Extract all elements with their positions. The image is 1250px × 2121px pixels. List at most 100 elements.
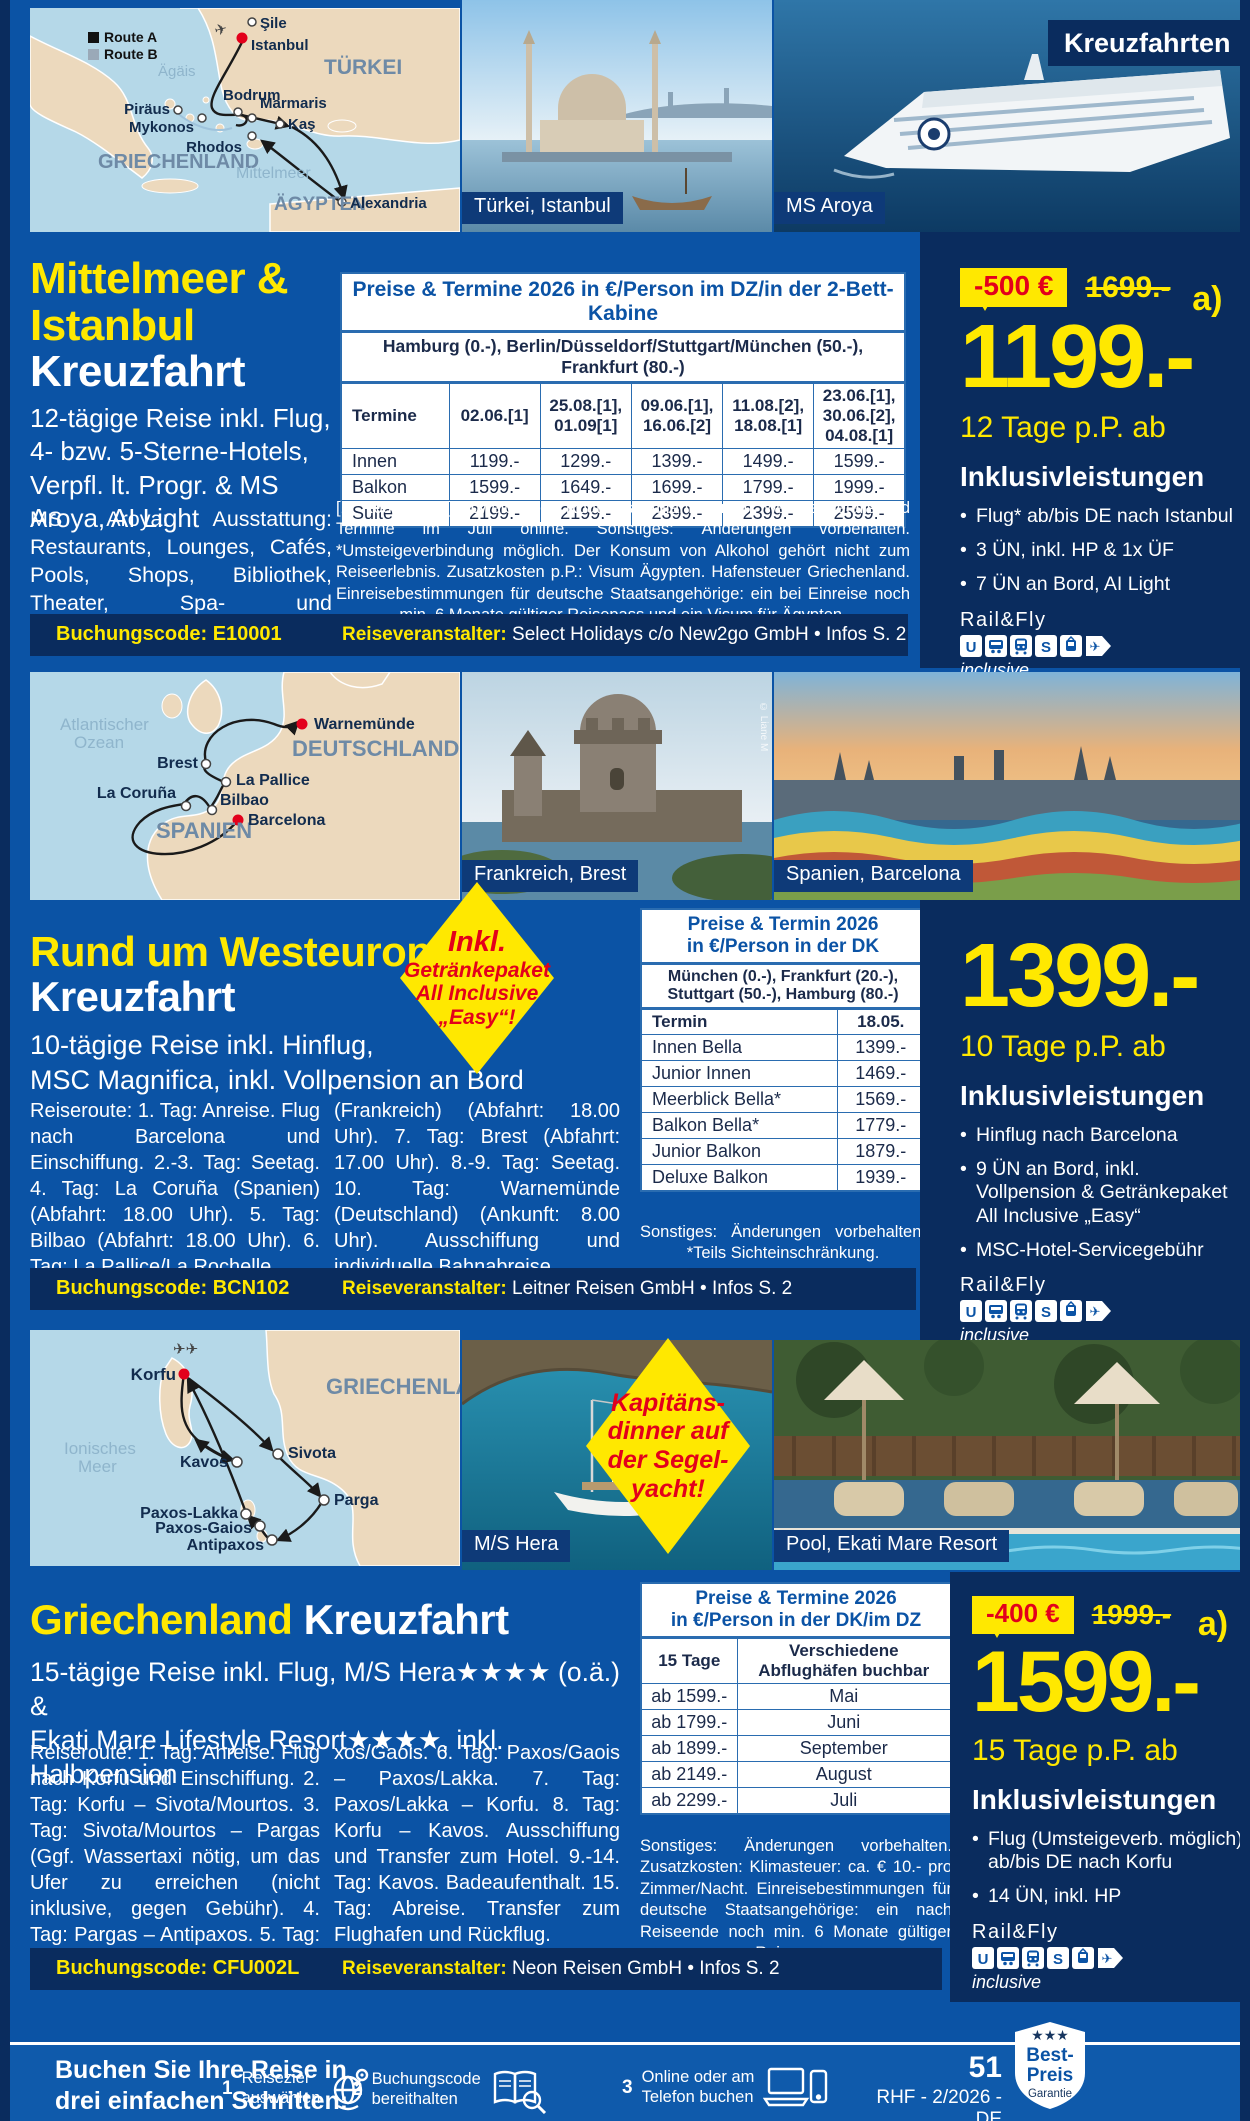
old-price: 1999.- xyxy=(1091,1599,1172,1630)
train-icon xyxy=(1010,1300,1032,1323)
col-header: 09.06.[1], 16.06.[2] xyxy=(630,382,724,449)
tour-operator: Reiseveranstalter: Select Holidays c/o N… xyxy=(342,624,907,645)
inclusive-list: Hinflug nach Barcelona 9 ÜN an Bord, ink… xyxy=(960,1124,1242,1263)
offer1-footnote: [1] Route A. [2] Abweichende Routen ja A… xyxy=(336,499,910,624)
best-price-badge: ★★★ Best- Preis Garantie xyxy=(1012,2020,1088,2117)
price-note: a) xyxy=(1192,280,1223,318)
photo-barcelona: Spanien, Barcelona xyxy=(774,672,1250,900)
footer-step-1: 1 Reiseziel auswählen xyxy=(222,2066,371,2112)
plane-icon: ✈✈ xyxy=(173,1341,198,1358)
map-label: Ägäis xyxy=(158,63,196,80)
offer3-title-rest: Kreuzfahrt xyxy=(303,1596,510,1643)
svg-text:S: S xyxy=(1041,1304,1051,1321)
burst-text: Getränkepaket All Inclusive „Easy“! xyxy=(404,958,550,1029)
photo-caption: M/S Hera xyxy=(462,1530,571,1562)
map-label: Piräus xyxy=(124,101,170,118)
col-header: Verschiedene Abflughäfen buchbar xyxy=(736,1637,952,1684)
legend-route-a-label: Route A xyxy=(104,29,157,45)
inclusive-note: inclusive xyxy=(972,1971,1042,1992)
offer3-price-table: Preise & Termine 2026 in €/Person in der… xyxy=(640,1582,952,1815)
table-row: Junior Innen 1469.- xyxy=(640,1060,926,1087)
drinks-package-burst: Inkl. Getränkepaket All Inclusive „Easy“… xyxy=(398,880,556,1076)
step-number: 3 xyxy=(622,2077,633,2098)
offer1-title-accent: Mittelmeer & Istanbul xyxy=(30,254,289,350)
tour-operator: Reiseveranstalter: Neon Reisen GmbH • In… xyxy=(342,1958,780,1979)
train-icon xyxy=(1010,634,1032,657)
map-label: Atlantischer xyxy=(60,715,149,734)
photo-pool-resort: Pool, Ekati Mare Resort xyxy=(774,1340,1250,1570)
map-label: DEUTSCHLAND xyxy=(292,736,459,761)
tram-icon xyxy=(1060,634,1082,657)
map-label: Mykonos xyxy=(129,119,194,136)
col-header: 15 Tage xyxy=(640,1637,738,1684)
offer2-booking-bar: Buchungscode: BCN102 Reiseveranstalter: … xyxy=(30,1268,916,1310)
ubahn-icon: U xyxy=(960,1300,982,1323)
table-title: Preise & Termine 2026 in €/Person in der… xyxy=(640,1582,952,1639)
bus-icon xyxy=(985,634,1007,657)
table-row: Deluxe Balkon 1939.- xyxy=(640,1164,926,1192)
badge-line2: Preis xyxy=(1027,2065,1073,2086)
table-row: ab 1799.- Juni xyxy=(640,1709,952,1736)
route-map-turkey: Route A Route B ✈ Şile Istanbul TÜRKEI Ä… xyxy=(30,8,460,232)
photo-caption: Pool, Ekati Mare Resort xyxy=(774,1530,1010,1562)
booking-code: Buchungscode: E10001 xyxy=(56,623,282,645)
table-title: Preise & Termin 2026 in €/Person in der … xyxy=(640,908,926,965)
ubahn-icon: U xyxy=(972,1946,994,1969)
offer1-title: Mittelmeer & Istanbul Kreuzfahrt xyxy=(30,254,350,397)
map-label: Paxos-Lakka xyxy=(140,1505,238,1522)
laptop-phone-icon xyxy=(763,2067,828,2107)
railfly-label: Rail&Fly xyxy=(972,1920,1059,1943)
page-edge-left xyxy=(0,0,10,2121)
map-label: Warnemünde xyxy=(314,716,415,733)
price: 1199.-a) xyxy=(960,280,1223,407)
offer3-title: Griechenland Kreuzfahrt xyxy=(30,1596,630,1643)
table-row: ab 2299.- Juli xyxy=(640,1787,952,1815)
map-label: Ozean xyxy=(74,733,124,752)
map-label: Mittelmeer xyxy=(236,165,311,182)
map-label: Marmaris xyxy=(260,95,327,112)
offer2-route-col1: Reiseroute: 1. Tag: Anreise. Flug nach B… xyxy=(30,1100,320,1278)
legend-route-b-label: Route B xyxy=(104,46,158,62)
offer1-booking-bar: Buchungscode: E10001 Reiseveranstalter: … xyxy=(30,614,908,656)
badge-stars: ★★★ xyxy=(1031,2027,1069,2043)
col-header: 02.06.[1] xyxy=(448,382,541,449)
photo-caption: Frankreich, Brest xyxy=(462,860,639,892)
duration: 15 Tage p.P. ab xyxy=(972,1733,1178,1767)
plane-icon: ✈ xyxy=(213,20,230,40)
col-header: Termine xyxy=(340,382,450,449)
map-label: Alexandria xyxy=(350,195,427,212)
svg-text:✈: ✈ xyxy=(1090,1304,1101,1319)
inclusive-title: Inklusivleistungen xyxy=(972,1783,1217,1815)
globe-icon xyxy=(334,2068,369,2111)
page-edge-right xyxy=(1240,0,1250,2121)
step-label: Reiseziel auswählen xyxy=(241,2069,321,2107)
offer3-route-col1: Reiseroute: 1. Tag: Anreise. Flug nach K… xyxy=(30,1742,320,1972)
tour-operator: Reiseveranstalter: Leitner Reisen GmbH •… xyxy=(342,1278,793,1299)
map-label: Bodrum xyxy=(223,87,281,104)
offer2-title-accent: Rund um Westeuropa xyxy=(30,928,455,975)
list-item: MSC-Hotel-Servicegebühr xyxy=(960,1239,1242,1263)
table-row: Innen 1199.- 1299.- 1399.- 1499.- 1599.- xyxy=(340,448,906,475)
svg-text:U: U xyxy=(966,639,977,656)
map-label: Bilbao xyxy=(220,792,269,809)
footer-step-2: 2 Buchungscode bereithalten xyxy=(352,2066,548,2114)
old-price: 1699.- xyxy=(1085,271,1171,304)
badge-line1: Best- xyxy=(1026,2045,1074,2066)
map-label: ÄGYPTEN xyxy=(274,194,366,215)
price: 1599.-a) xyxy=(972,1605,1229,1730)
offer3-table-note: Sonstiges: Änderungen vorbehalten. Zusat… xyxy=(640,1837,952,1962)
sbahn-icon: S xyxy=(1035,1300,1057,1323)
plane-transfer-icon: ✈ xyxy=(1097,1947,1124,1969)
table-row: Junior Balkon 1879.- xyxy=(640,1138,926,1165)
captains-dinner-burst: Kapitäns- dinner auf der Segel- yacht! xyxy=(584,1336,752,1556)
pool-resort-scene xyxy=(774,1340,1250,1570)
legend-route-b-swatch xyxy=(88,49,99,60)
list-item: Hinflug nach Barcelona xyxy=(960,1124,1242,1148)
inclusive-list: Flug* ab/bis DE nach Istanbul 3 ÜN, inkl… xyxy=(960,505,1244,598)
col-header: 23.06.[1], 30.06.[2], 04.08.[1] xyxy=(813,382,906,449)
offer2-subtitle: 10-tägige Reise inkl. Hinflug, MSC Magni… xyxy=(30,1030,524,1095)
step-number: 1 xyxy=(222,2078,233,2099)
offer1-title-rest: Kreuzfahrt xyxy=(30,347,246,397)
badge-line3: Garantie xyxy=(1028,2088,1072,2100)
svg-text:✈: ✈ xyxy=(1090,639,1101,654)
